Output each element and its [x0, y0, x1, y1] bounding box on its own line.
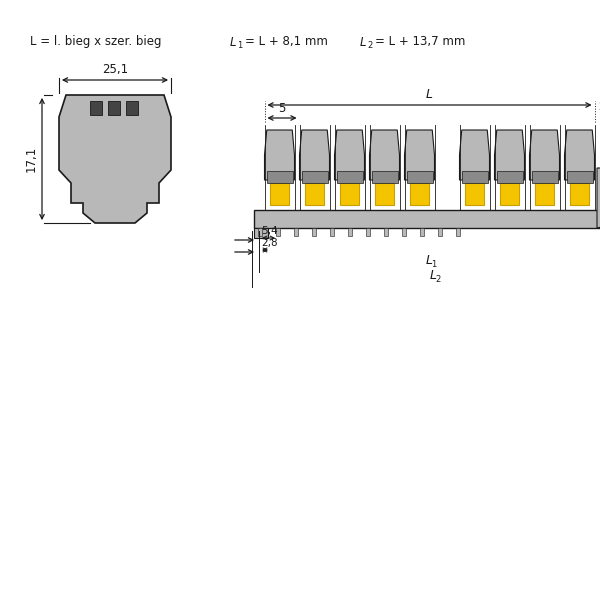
Bar: [410, 183, 429, 205]
Bar: [366, 228, 370, 236]
Bar: [258, 228, 262, 236]
Bar: [420, 228, 424, 236]
Bar: [254, 228, 268, 238]
Bar: [108, 101, 120, 115]
Bar: [340, 183, 359, 205]
Bar: [456, 228, 460, 236]
Bar: [254, 210, 600, 228]
Polygon shape: [530, 130, 560, 180]
Text: 17,1: 17,1: [25, 146, 38, 172]
Bar: [302, 171, 328, 183]
Bar: [375, 183, 394, 205]
Bar: [570, 183, 589, 205]
Polygon shape: [59, 95, 171, 223]
Bar: [500, 183, 519, 205]
Bar: [566, 171, 593, 183]
Text: = L + 8,1 mm: = L + 8,1 mm: [245, 35, 328, 49]
Bar: [497, 171, 523, 183]
Text: L: L: [360, 35, 367, 49]
Bar: [294, 228, 298, 236]
Polygon shape: [299, 130, 329, 180]
Bar: [126, 101, 138, 115]
Polygon shape: [265, 130, 295, 180]
Bar: [532, 171, 557, 183]
Bar: [438, 228, 442, 236]
Text: 2,8: 2,8: [261, 238, 278, 248]
Text: 2: 2: [367, 40, 372, 49]
Polygon shape: [494, 130, 524, 180]
Bar: [407, 171, 433, 183]
Bar: [276, 228, 280, 236]
Text: 1: 1: [237, 40, 242, 49]
Bar: [348, 228, 352, 236]
Text: 2: 2: [436, 275, 441, 284]
Text: L: L: [425, 254, 432, 267]
Bar: [90, 101, 102, 115]
Bar: [305, 183, 324, 205]
Bar: [337, 171, 362, 183]
Text: L: L: [430, 269, 437, 282]
Bar: [371, 171, 398, 183]
Polygon shape: [565, 130, 595, 180]
Bar: [312, 228, 316, 236]
Polygon shape: [370, 130, 400, 180]
Bar: [330, 228, 334, 236]
Text: L: L: [426, 88, 433, 101]
Bar: [270, 183, 289, 205]
Polygon shape: [460, 130, 490, 180]
Text: = L + 13,7 mm: = L + 13,7 mm: [375, 35, 466, 49]
Bar: [535, 183, 554, 205]
Bar: [465, 183, 484, 205]
Polygon shape: [597, 168, 600, 228]
Polygon shape: [335, 130, 365, 180]
Text: 5: 5: [278, 102, 286, 115]
Text: 2,5: 2,5: [598, 102, 600, 112]
Bar: [402, 228, 406, 236]
Bar: [461, 171, 487, 183]
Text: 5,4: 5,4: [261, 226, 278, 236]
Text: 25,1: 25,1: [102, 63, 128, 76]
Polygon shape: [404, 130, 434, 180]
Text: 1: 1: [431, 260, 436, 269]
Text: L: L: [230, 35, 236, 49]
Bar: [266, 171, 293, 183]
Text: L = l. bieg x szer. bieg: L = l. bieg x szer. bieg: [30, 35, 161, 49]
Bar: [384, 228, 388, 236]
